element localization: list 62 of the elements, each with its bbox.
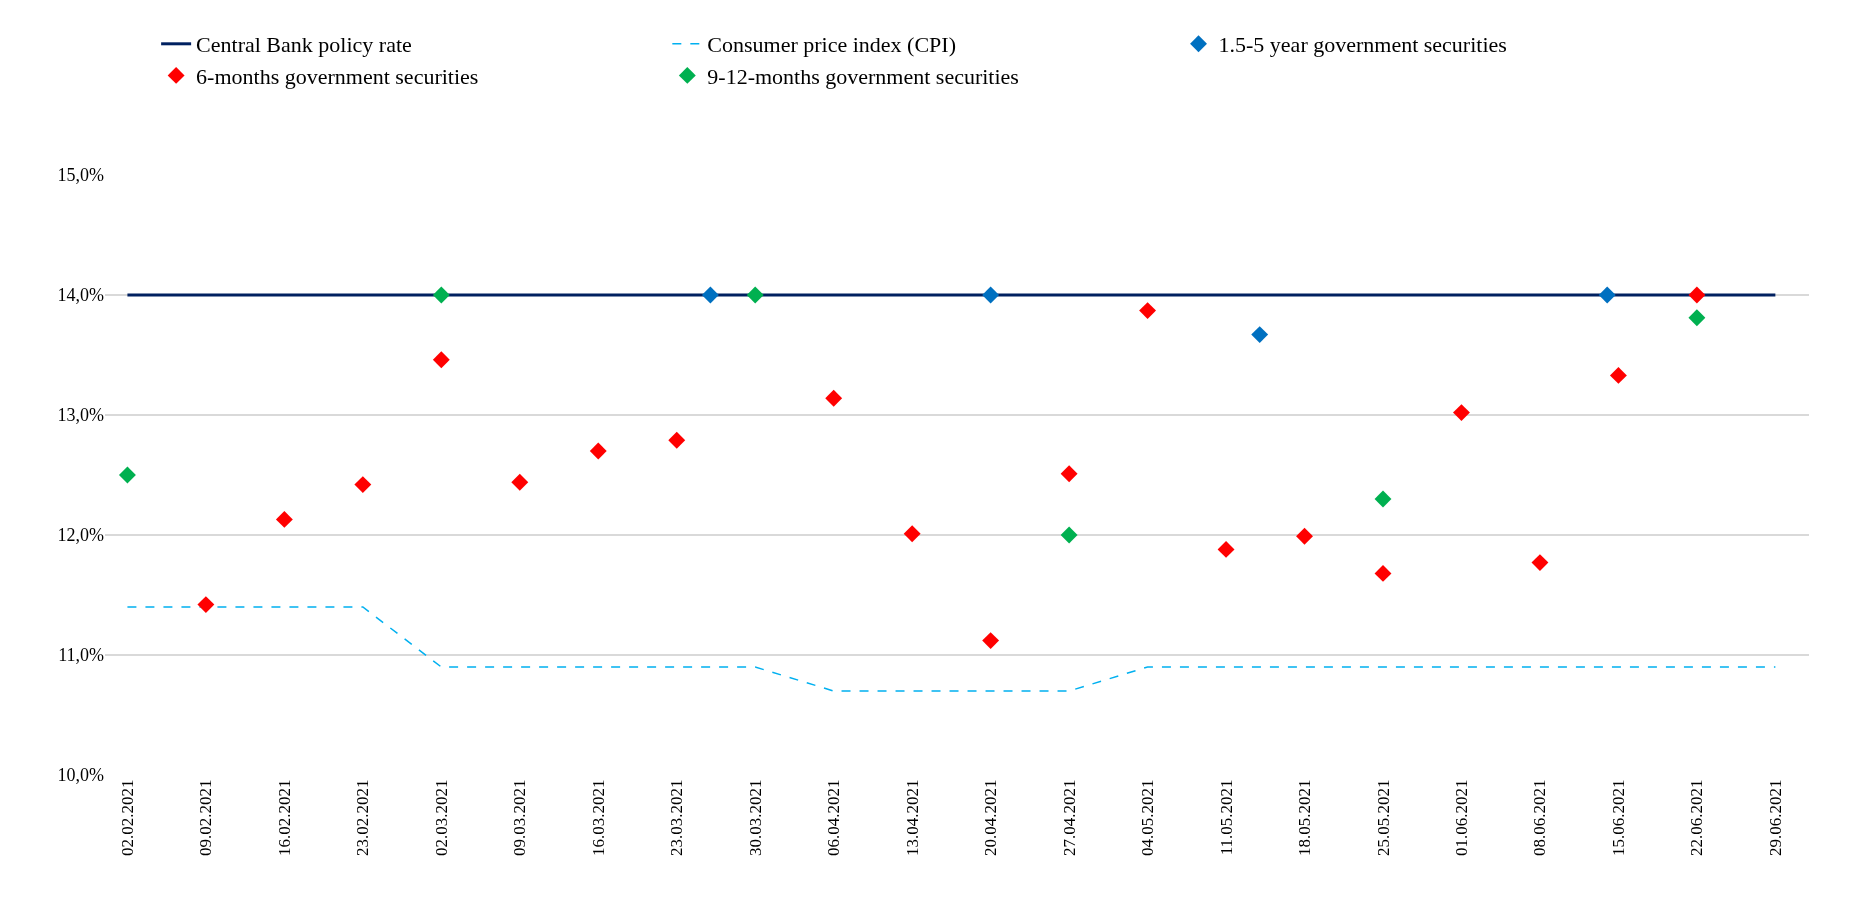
legend-label: 1.5-5 year government securities [1218, 32, 1507, 58]
legend-label: 6-months government securities [196, 63, 479, 89]
x-tick-label: 11.05.2021 [1216, 779, 1236, 856]
x-tick-label: 01.06.2021 [1451, 779, 1471, 856]
point [1251, 326, 1269, 344]
point [1139, 302, 1157, 320]
legend-label: 9-12-months government securities [707, 63, 1019, 89]
x-tick-label: 09.02.2021 [196, 779, 216, 856]
point [1374, 564, 1392, 582]
point [982, 632, 1000, 650]
point [589, 442, 607, 460]
x-tick-label: 16.02.2021 [274, 779, 294, 856]
legend-label: Consumer price index (CPI) [707, 32, 956, 58]
point [1688, 309, 1706, 327]
x-tick-label: 20.04.2021 [981, 779, 1001, 856]
point [1598, 286, 1616, 304]
x-tick-label: 29.06.2021 [1765, 779, 1785, 856]
point [1060, 465, 1078, 483]
point [1296, 527, 1313, 545]
point [432, 351, 450, 369]
x-tick-label: 15.06.2021 [1608, 779, 1628, 856]
point [701, 286, 719, 304]
point [1060, 526, 1078, 544]
x-tick-label: 02.03.2021 [431, 779, 451, 856]
point [1374, 490, 1392, 508]
point [197, 596, 215, 614]
point [668, 431, 686, 449]
x-tick-label: 06.04.2021 [824, 779, 844, 856]
point [432, 286, 450, 304]
x-tick-label: 25.05.2021 [1373, 779, 1393, 856]
x-tick-label: 18.05.2021 [1295, 779, 1315, 856]
x-tick-label: 13.04.2021 [902, 779, 922, 856]
point [1217, 540, 1235, 558]
x-tick-label: 23.02.2021 [353, 779, 373, 856]
point [903, 525, 921, 543]
point [1453, 404, 1470, 422]
point [118, 466, 136, 484]
x-tick-label: 09.03.2021 [510, 779, 530, 856]
x-tick-label: 04.05.2021 [1138, 779, 1158, 856]
point [982, 286, 1000, 304]
y-tick-label: 15,0% [57, 165, 104, 186]
x-tick-label: 22.06.2021 [1687, 779, 1707, 856]
y-tick-label: 11,0% [58, 645, 104, 666]
y-tick-label: 12,0% [57, 525, 104, 546]
x-tick-label: 30.03.2021 [745, 779, 765, 856]
point [511, 473, 529, 491]
x-tick-label: 16.03.2021 [588, 779, 608, 856]
point [1688, 286, 1706, 304]
x-tick-label: 23.03.2021 [667, 779, 687, 856]
y-tick-label: 14,0% [57, 285, 104, 306]
point [825, 389, 843, 407]
x-tick-label: 08.06.2021 [1530, 779, 1550, 856]
point [746, 286, 764, 304]
x-tick-label: 27.04.2021 [1059, 779, 1079, 856]
point [275, 510, 293, 528]
y-tick-label: 10,0% [57, 765, 104, 786]
point [354, 476, 372, 494]
point [1609, 366, 1627, 384]
y-tick-label: 13,0% [57, 405, 104, 426]
point [1531, 554, 1549, 572]
legend-label: Central Bank policy rate [196, 32, 412, 58]
x-tick-label: 02.02.2021 [117, 779, 137, 856]
